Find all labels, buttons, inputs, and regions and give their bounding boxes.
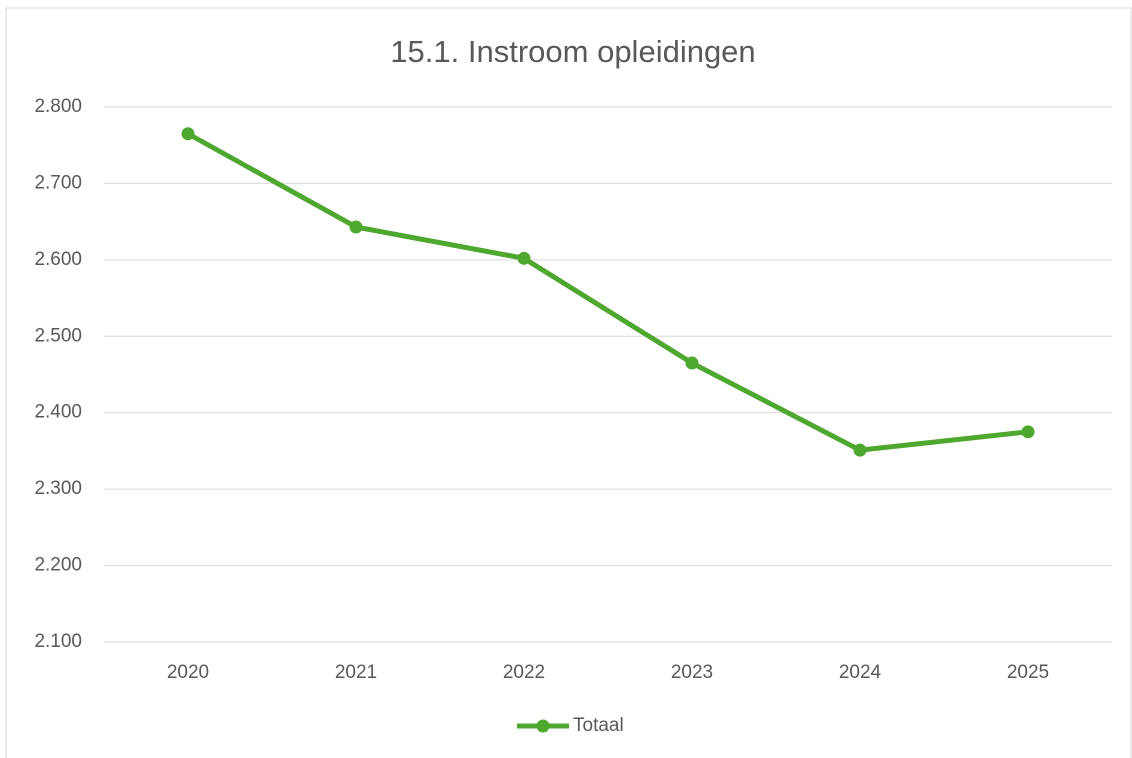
x-tick-label: 2024 bbox=[839, 662, 882, 683]
data-point bbox=[1021, 425, 1035, 439]
x-tick-label: 2025 bbox=[1007, 662, 1049, 683]
y-tick-label: 2.800 bbox=[34, 96, 82, 117]
data-point bbox=[349, 220, 363, 234]
data-point bbox=[685, 356, 699, 370]
x-tick-label: 2021 bbox=[335, 662, 377, 683]
legend-label: Totaal bbox=[573, 715, 624, 736]
y-tick-label: 2.300 bbox=[34, 478, 82, 499]
series-line bbox=[186, 131, 1029, 453]
chart-title: 15.1. Instroom opleidingen bbox=[390, 34, 755, 69]
y-tick-label: 2.400 bbox=[34, 402, 82, 423]
data-point bbox=[181, 127, 195, 141]
data-point bbox=[517, 251, 531, 265]
x-tick-label: 2020 bbox=[167, 662, 209, 683]
y-tick-label: 2.200 bbox=[34, 555, 82, 576]
x-tick-label: 2023 bbox=[671, 662, 713, 683]
x-tick-label: 2022 bbox=[503, 662, 545, 683]
chart-frame bbox=[5, 7, 1132, 758]
legend-marker bbox=[536, 719, 550, 733]
data-point bbox=[853, 443, 867, 457]
y-tick-label: 2.600 bbox=[34, 249, 82, 270]
y-tick-label: 2.100 bbox=[34, 631, 82, 652]
y-tick-label: 2.500 bbox=[34, 325, 82, 346]
y-tick-label: 2.700 bbox=[34, 172, 82, 193]
